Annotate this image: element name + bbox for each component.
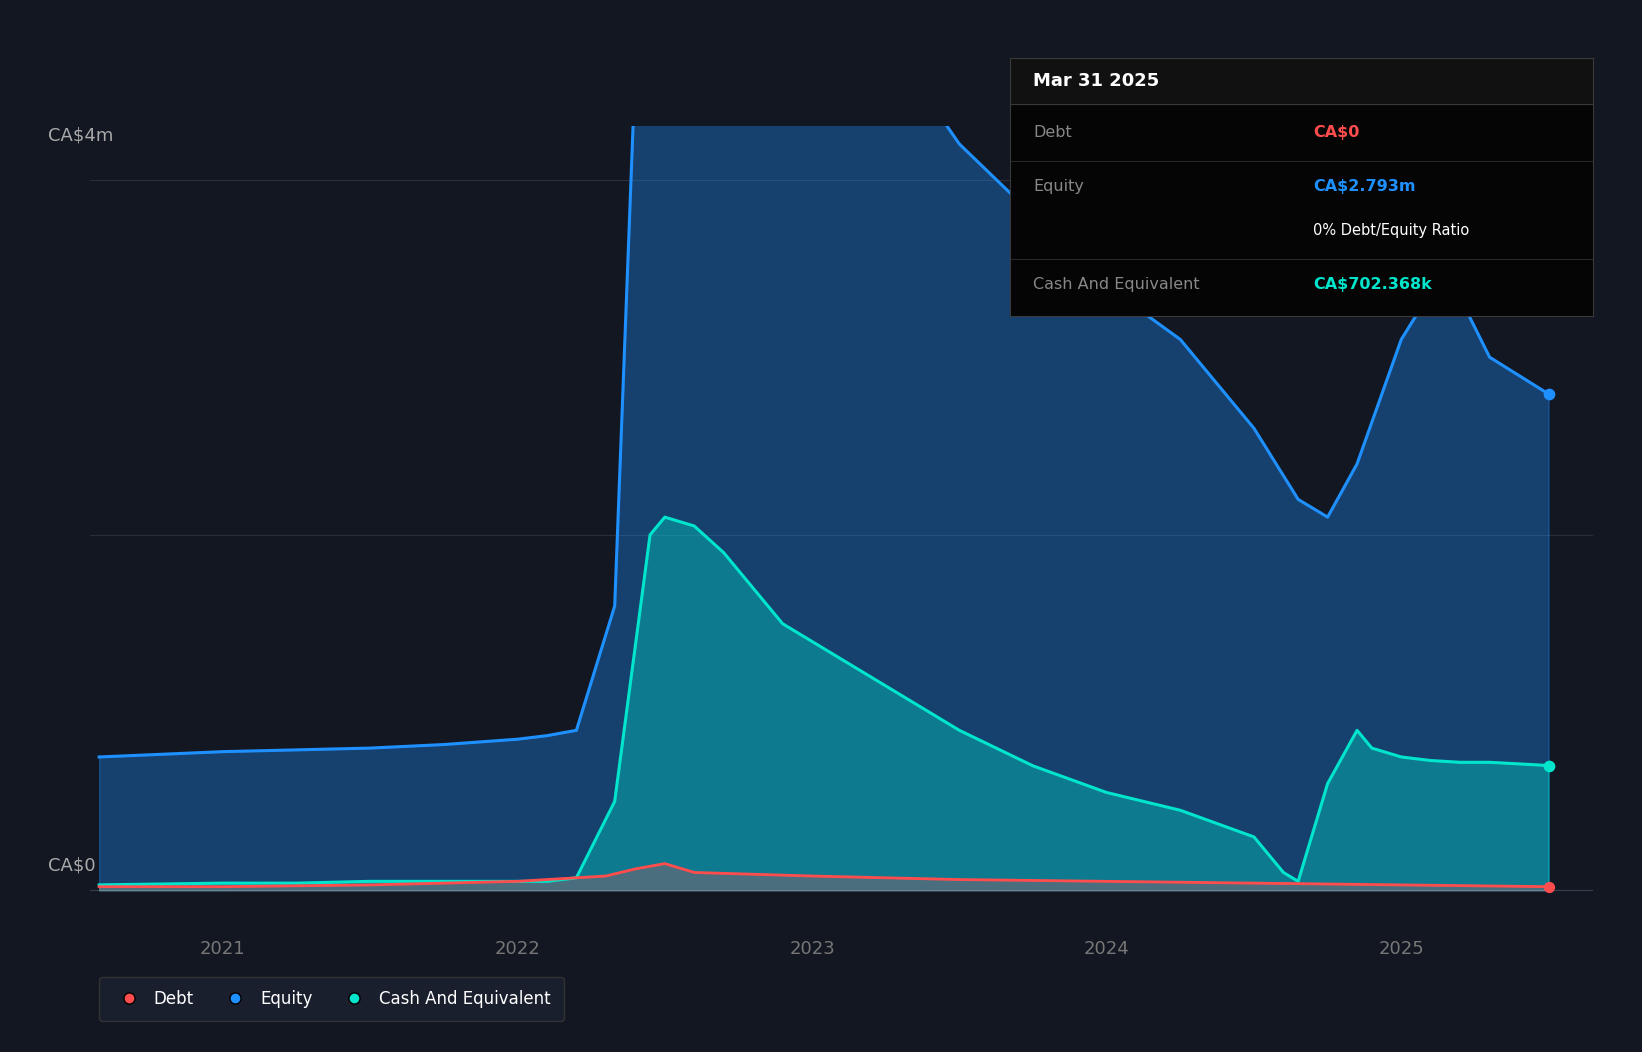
Text: Equity: Equity — [1033, 179, 1084, 195]
Text: CA$4m: CA$4m — [48, 126, 113, 144]
Text: CA$0: CA$0 — [1314, 125, 1360, 140]
Text: CA$2.793m: CA$2.793m — [1314, 179, 1415, 195]
Bar — [1010, 58, 1593, 104]
Text: CA$702.368k: CA$702.368k — [1314, 277, 1432, 292]
Text: Cash And Equivalent: Cash And Equivalent — [1033, 277, 1200, 292]
Point — [1535, 878, 1562, 895]
Text: Mar 31 2025: Mar 31 2025 — [1033, 72, 1159, 90]
Point — [1535, 757, 1562, 774]
Text: Debt: Debt — [1033, 125, 1072, 140]
Text: 0% Debt/Equity Ratio: 0% Debt/Equity Ratio — [1314, 223, 1470, 238]
Legend: Debt, Equity, Cash And Equivalent: Debt, Equity, Cash And Equivalent — [99, 976, 565, 1021]
Point — [1535, 386, 1562, 403]
Text: CA$0: CA$0 — [48, 856, 95, 875]
